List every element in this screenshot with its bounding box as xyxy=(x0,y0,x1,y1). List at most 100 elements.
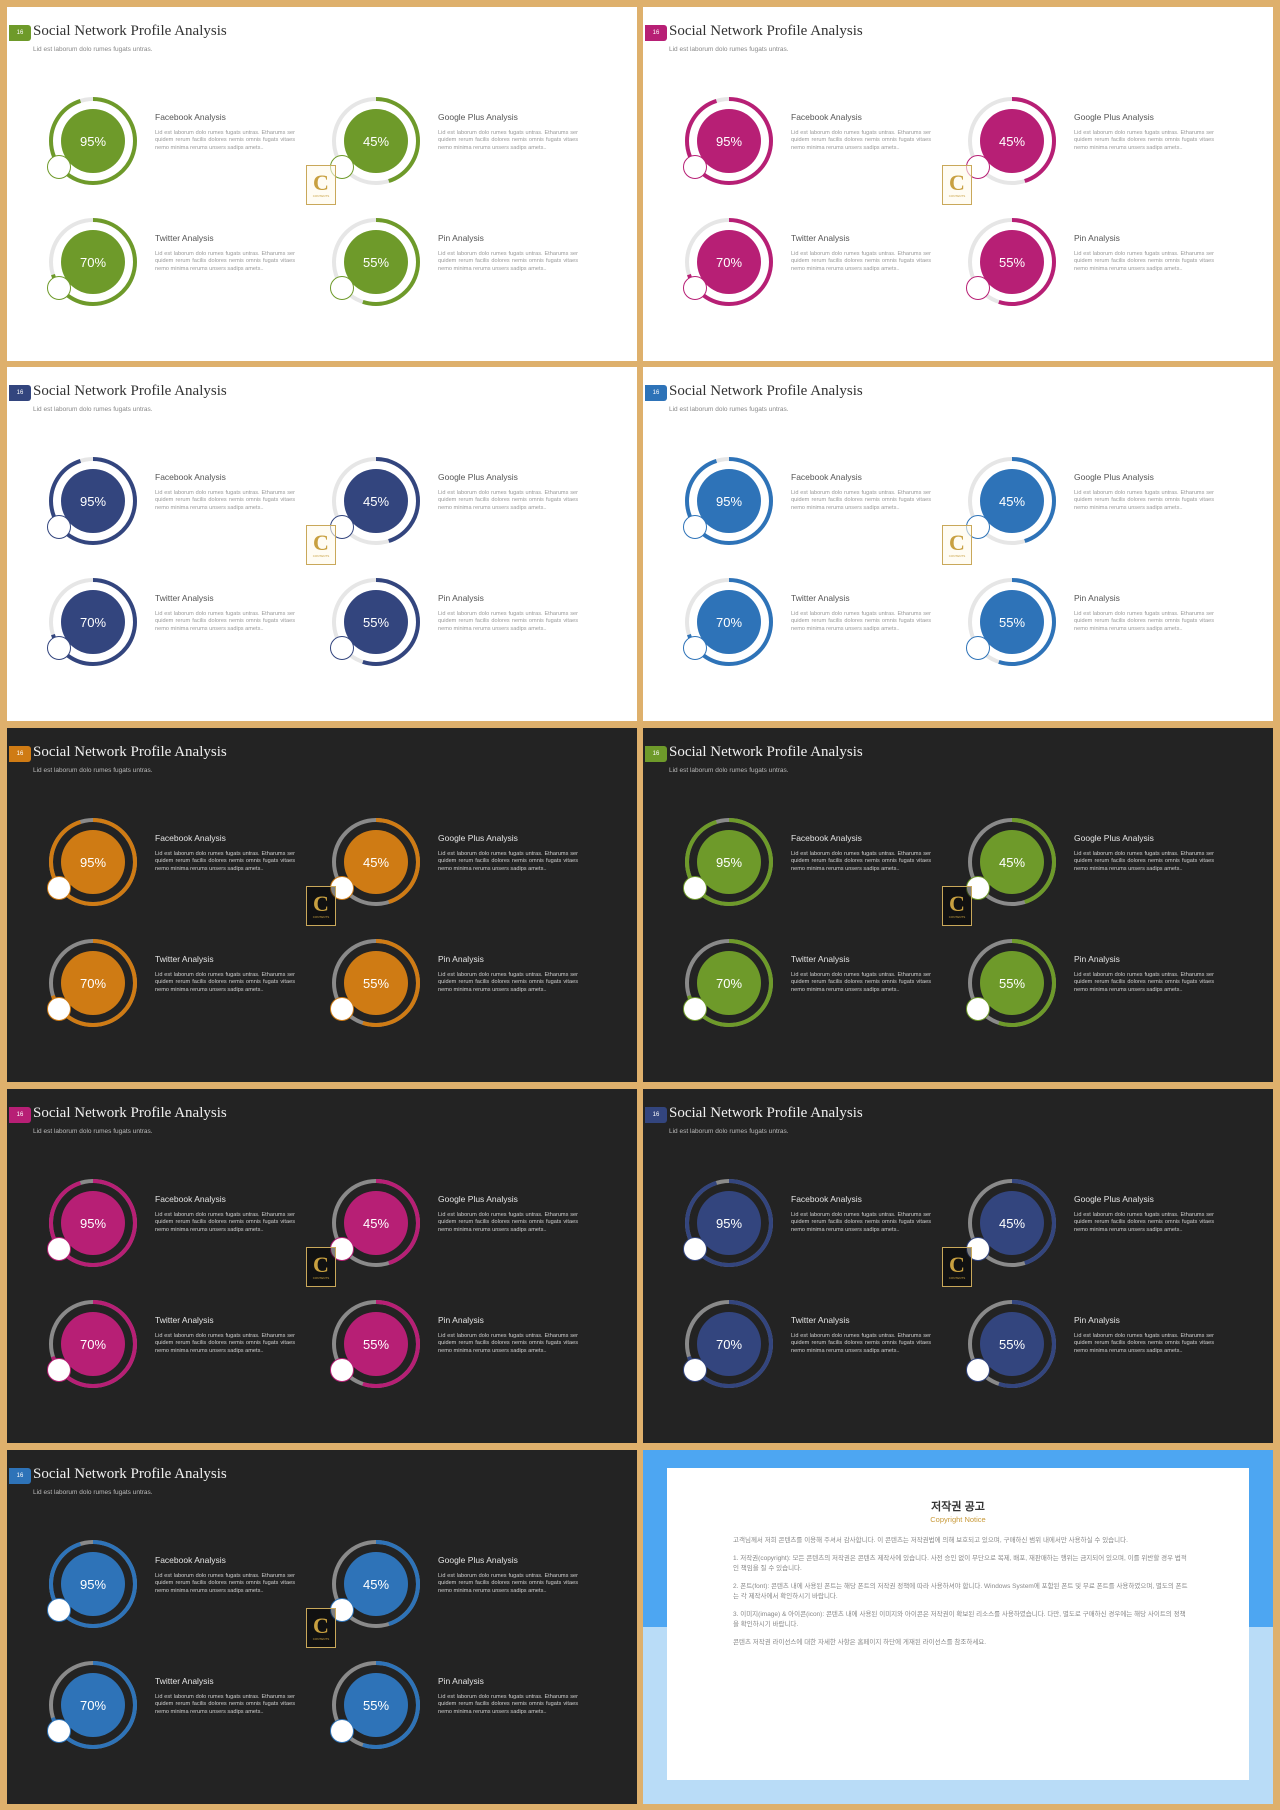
slide-subtitle: Lid est laborum dolo rumes fugats untras… xyxy=(33,1128,153,1135)
slide-subtitle: Lid est laborum dolo rumes fugats untras… xyxy=(669,767,789,774)
analysis-description: Lid est laborum dolo rumes fugats untras… xyxy=(791,130,931,151)
ring-dot xyxy=(330,276,354,300)
analysis-description: Lid est laborum dolo rumes fugats untras… xyxy=(791,251,931,272)
analysis-title: Pin Analysis xyxy=(1074,233,1120,243)
progress-arc xyxy=(685,818,773,906)
progress-ring xyxy=(685,578,773,666)
progress-arc xyxy=(332,457,420,545)
copyright-paragraph: 3. 이미지(image) & 아이콘(icon): 콘텐츠 내에 사용된 이미… xyxy=(733,1611,1186,1628)
analysis-title: Pin Analysis xyxy=(438,593,484,603)
percent-circle: 95% xyxy=(61,1191,125,1255)
progress-ring xyxy=(968,1179,1056,1267)
ring-dot xyxy=(47,636,71,660)
watermark-logo: C CONTENTS xyxy=(942,165,972,205)
page-number-badge: 16 xyxy=(9,1107,31,1123)
analysis-item: 55% Pin Analysis Lid est laborum dolo rume… xyxy=(926,216,1216,316)
slide-title: Social Network Profile Analysis xyxy=(669,23,863,39)
analysis-title: Twitter Analysis xyxy=(791,954,850,964)
progress-arc xyxy=(332,1300,420,1388)
analysis-item: 45% Google Plus Analysis Lid est laborum d… xyxy=(926,455,1216,555)
analysis-description: Lid est laborum dolo rumes fugats untras… xyxy=(791,490,931,511)
page-number-badge: 16 xyxy=(645,25,667,41)
slide: 16 Social Network Profile Analysis Lid est… xyxy=(7,7,637,361)
logo-word: CONTENTS xyxy=(312,554,330,558)
progress-ring xyxy=(968,818,1056,906)
percent-circle: 95% xyxy=(61,109,125,173)
logo-word: CONTENTS xyxy=(312,1276,330,1280)
progress-arc xyxy=(685,457,773,545)
page-number-badge: 16 xyxy=(9,746,31,762)
percent-circle: 70% xyxy=(61,951,125,1015)
slide: 16 Social Network Profile Analysis Lid est… xyxy=(643,1089,1273,1443)
slide-title: Social Network Profile Analysis xyxy=(33,1105,227,1121)
progress-ring xyxy=(968,457,1056,545)
analysis-item: 95% Facebook Analysis Lid est laborum dolo… xyxy=(7,455,297,555)
analysis-item: 45% Google Plus Analysis Lid est laborum d… xyxy=(290,816,580,916)
progress-ring xyxy=(332,1661,420,1749)
analysis-title: Google Plus Analysis xyxy=(438,833,518,843)
logo-word: CONTENTS xyxy=(312,1637,330,1641)
analysis-description: Lid est laborum dolo rumes fugats untras… xyxy=(438,1573,578,1594)
percent-circle: 70% xyxy=(697,951,761,1015)
analysis-item: 95% Facebook Analysis Lid est laborum dolo… xyxy=(7,1538,297,1638)
watermark-logo: C CONTENTS xyxy=(942,886,972,926)
analysis-description: Lid est laborum dolo rumes fugats untras… xyxy=(791,972,931,993)
analysis-item: 55% Pin Analysis Lid est laborum dolo rume… xyxy=(290,937,580,1037)
percent-circle: 45% xyxy=(344,830,408,894)
progress-ring xyxy=(332,97,420,185)
ring-dot xyxy=(966,636,990,660)
progress-ring xyxy=(332,578,420,666)
analysis-description: Lid est laborum dolo rumes fugats untras… xyxy=(155,611,295,632)
analysis-title: Twitter Analysis xyxy=(791,593,850,603)
analysis-title: Twitter Analysis xyxy=(155,593,214,603)
analysis-item: 55% Pin Analysis Lid est laborum dolo rume… xyxy=(926,576,1216,676)
ring-dot xyxy=(330,636,354,660)
logo-word: CONTENTS xyxy=(948,194,966,198)
progress-arc xyxy=(968,457,1056,545)
analysis-title: Twitter Analysis xyxy=(155,233,214,243)
watermark-logo: C CONTENTS xyxy=(306,886,336,926)
page-number-badge: 16 xyxy=(645,746,667,762)
analysis-title: Pin Analysis xyxy=(438,1315,484,1325)
progress-ring xyxy=(49,818,137,906)
progress-arc xyxy=(332,939,420,1027)
slide-subtitle: Lid est laborum dolo rumes fugats untras… xyxy=(669,1128,789,1135)
ring-dot xyxy=(683,155,707,179)
percent-circle: 45% xyxy=(980,109,1044,173)
logo-letter: C xyxy=(313,170,329,195)
analysis-item: 45% Google Plus Analysis Lid est laborum d… xyxy=(926,816,1216,916)
progress-arc xyxy=(968,1300,1056,1388)
analysis-description: Lid est laborum dolo rumes fugats untras… xyxy=(438,1694,578,1715)
analysis-description: Lid est laborum dolo rumes fugats untras… xyxy=(438,1212,578,1233)
slide-title: Social Network Profile Analysis xyxy=(33,23,227,39)
logo-word: CONTENTS xyxy=(312,194,330,198)
analysis-item: 70% Twitter Analysis Lid est laborum dolo … xyxy=(7,1298,297,1398)
analysis-title: Facebook Analysis xyxy=(155,1555,226,1565)
percent-circle: 70% xyxy=(61,230,125,294)
progress-ring xyxy=(685,1179,773,1267)
analysis-description: Lid est laborum dolo rumes fugats untras… xyxy=(155,1694,295,1715)
analysis-title: Google Plus Analysis xyxy=(438,112,518,122)
analysis-item: 95% Facebook Analysis Lid est laborum dolo… xyxy=(643,1177,933,1277)
copyright-paragraph: 1. 저작권(copyright): 모든 콘텐츠의 저작권은 콘텐츠 제작사에… xyxy=(733,1555,1187,1572)
percent-circle: 70% xyxy=(61,1673,125,1737)
slide: 16 Social Network Profile Analysis Lid est… xyxy=(643,367,1273,721)
analysis-item: 70% Twitter Analysis Lid est laborum dolo … xyxy=(643,1298,933,1398)
watermark-logo: C CONTENTS xyxy=(306,1608,336,1648)
ring-dot xyxy=(683,997,707,1021)
progress-arc xyxy=(49,818,137,906)
analysis-title: Pin Analysis xyxy=(1074,954,1120,964)
analysis-description: Lid est laborum dolo rumes fugats untras… xyxy=(438,611,578,632)
copyright-paragraph: 콘텐츠 저작권 라이선스에 대한 자세한 사항은 홈페이지 하단에 게재된 라이… xyxy=(733,1639,987,1646)
ring-dot xyxy=(330,997,354,1021)
analysis-item: 45% Google Plus Analysis Lid est laborum d… xyxy=(290,1538,580,1638)
percent-circle: 45% xyxy=(980,830,1044,894)
analysis-item: 70% Twitter Analysis Lid est laborum dolo … xyxy=(7,216,297,316)
progress-ring xyxy=(685,457,773,545)
analysis-title: Facebook Analysis xyxy=(155,1194,226,1204)
progress-ring xyxy=(968,97,1056,185)
logo-letter: C xyxy=(313,530,329,555)
progress-arc xyxy=(49,1300,137,1388)
ring-dot xyxy=(47,876,71,900)
analysis-description: Lid est laborum dolo rumes fugats untras… xyxy=(791,1212,931,1233)
